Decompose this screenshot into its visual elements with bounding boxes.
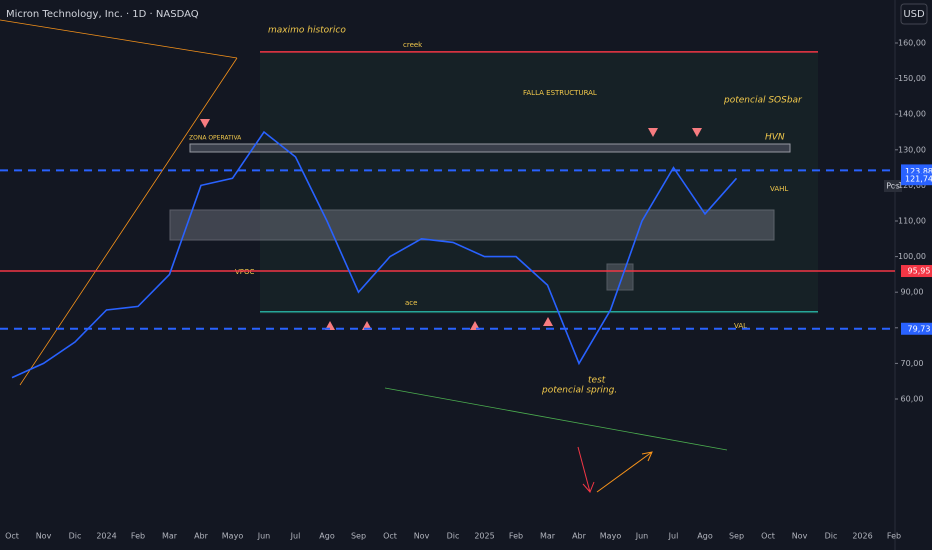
chart-title: Micron Technology, Inc. · 1D · NASDAQ — [6, 9, 199, 20]
y-tick-label: 70,00 — [901, 359, 924, 368]
currency-box — [900, 3, 928, 25]
x-tick-label: Jun — [257, 532, 271, 541]
x-tick-label: 2024 — [96, 532, 116, 541]
pos-box — [884, 180, 902, 192]
annotation: ace — [405, 299, 417, 307]
x-tick-label: Feb — [131, 532, 145, 541]
arrow — [577, 446, 595, 493]
trend-line — [19, 57, 238, 386]
x-tick-label: Abr — [194, 532, 209, 541]
price-label: 79,73 — [908, 324, 931, 333]
x-tick-label: Nov — [36, 532, 52, 541]
annotation: VAL — [734, 322, 747, 330]
x-tick-label: Oct — [383, 532, 397, 541]
y-tick-label: 100,00 — [898, 252, 926, 261]
x-tick-label: Ago — [319, 532, 335, 541]
x-tick-label: 2025 — [474, 532, 494, 541]
x-tick-label: Sep — [351, 532, 366, 541]
annotation: maximo historico — [268, 26, 346, 36]
trend-line — [384, 387, 728, 451]
annotation: FALLA ESTRUCTURAL — [523, 89, 597, 97]
annotation: VPOC — [235, 268, 255, 276]
annotation: creek — [403, 41, 423, 49]
currency: USD — [903, 9, 925, 20]
zone-box — [189, 143, 791, 153]
x-tick-label: Oct — [5, 532, 19, 541]
y-tick-label: 110,00 — [898, 217, 926, 226]
x-tick-label: Dic — [69, 532, 82, 541]
x-tick-label: Ago — [697, 532, 713, 541]
price-line — [11, 130, 738, 379]
y-tick-label: 130,00 — [898, 145, 926, 154]
x-tick-label: 2026 — [852, 532, 872, 541]
x-tick-label: Mayo — [222, 532, 244, 541]
annotation: VAHL — [770, 185, 788, 193]
price-label-box — [901, 322, 932, 335]
annotation: ZONA OPERATIVA — [189, 135, 242, 142]
x-tick-label: Abr — [572, 532, 587, 541]
annotation: HVN — [765, 133, 785, 143]
markers — [200, 119, 702, 330]
x-tick-label: Oct — [761, 532, 775, 541]
x-tick-label: Nov — [414, 532, 430, 541]
x-tick-label: Feb — [887, 532, 901, 541]
x-tick-label: Jul — [668, 532, 679, 541]
y-tick-label: 60,00 — [901, 395, 924, 404]
x-tick-label: Mar — [162, 532, 178, 541]
x-tick-label: Mar — [540, 532, 556, 541]
zone-box — [606, 263, 634, 291]
y-tick-label: 90,00 — [901, 288, 924, 297]
x-tick-label: Dic — [447, 532, 460, 541]
x-tick-label: Nov — [792, 532, 808, 541]
annotation: potencial spring. — [541, 386, 617, 396]
y-tick-label: 160,00 — [898, 39, 926, 48]
annotation: potencial SOSbar — [723, 96, 803, 106]
zone-box — [169, 209, 775, 241]
price-label: 95,95 — [908, 267, 931, 276]
price-label: 123,88 — [905, 167, 932, 176]
price-label-box — [901, 173, 932, 186]
x-tick-label: Jun — [635, 532, 649, 541]
annotation: test — [588, 376, 606, 386]
x-tick-label: Jul — [290, 532, 301, 541]
x-tick-label: Mayo — [600, 532, 622, 541]
price-label-box — [901, 265, 932, 278]
x-tick-label: Dic — [825, 532, 838, 541]
arrow — [596, 451, 653, 493]
trend-line — [0, 19, 238, 59]
y-tick-label: 150,00 — [898, 74, 926, 83]
y-tick-label: 120,00 — [898, 181, 926, 190]
pos-label: Pos — [886, 182, 900, 191]
y-tick-label: 140,00 — [898, 110, 926, 119]
x-tick-label: Feb — [509, 532, 523, 541]
price-label: 121,74 — [905, 175, 932, 184]
x-tick-label: Sep — [729, 532, 744, 541]
